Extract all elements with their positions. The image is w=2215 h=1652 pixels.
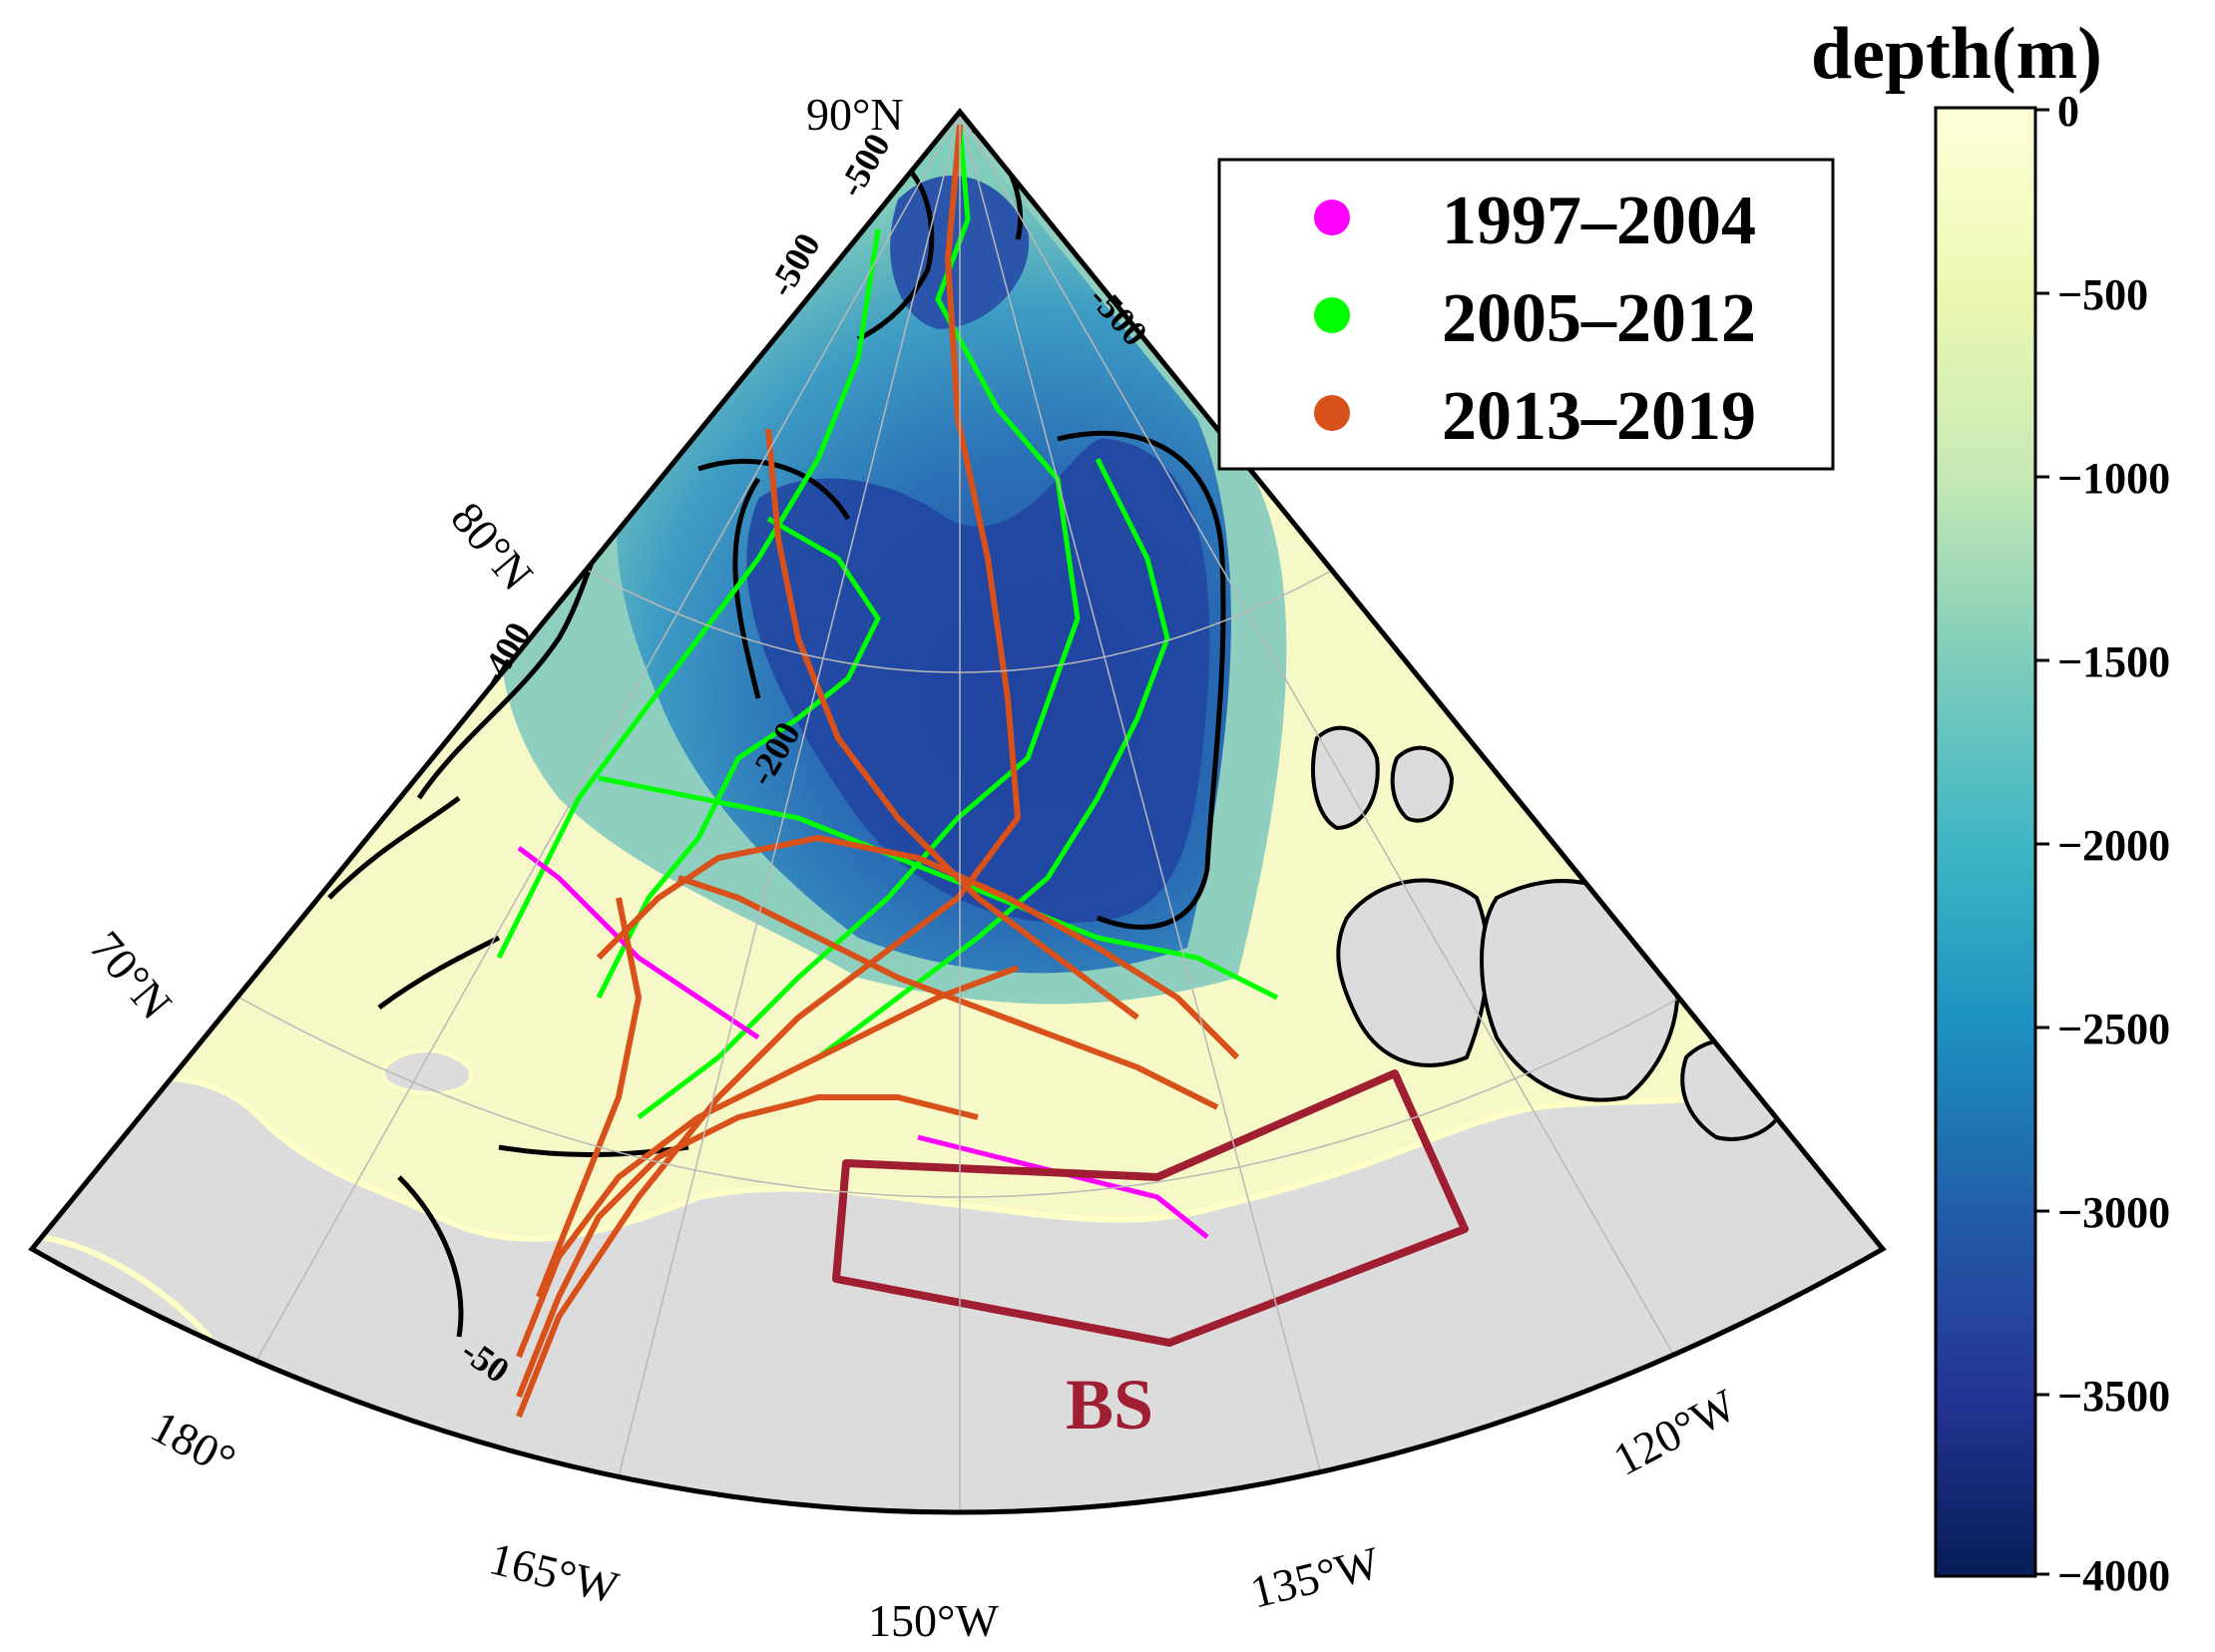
legend-marker-1997-2004 [1314,200,1350,235]
colorbar-tick-labels: 0 −500 −1000 −1500 −2000 −2500 −3000 −35… [2057,87,2170,1600]
colorbar-tick-4000: −4000 [2057,1551,2170,1600]
obs-tracks-2005-2012 [496,124,1279,1119]
graticule [238,112,1687,1512]
contour-500-line [697,430,1226,930]
colorbar-tick-2000: −2000 [2057,821,2170,870]
legend-item-1997-2004: 1997–2004 [1314,183,1756,259]
lon-label-180: 180° [143,1401,243,1486]
legend-item-2005-2012: 2005–2012 [1314,280,1756,357]
colorbar-gradient [1934,106,2037,1578]
legend-label-1997-2004: 1997–2004 [1442,183,1756,259]
lon-label-165w: 165°W [485,1532,625,1613]
legend: 1997–2004 2005–2012 2013–2019 [1217,158,1835,471]
colorbar-tick-1500: −1500 [2057,637,2170,686]
legend-marker-2013-2019 [1314,395,1350,431]
colorbar-tick-2500: −2500 [2057,1005,2170,1053]
legend-label-2013-2019: 2013–2019 [1442,378,1756,455]
banks-island [1336,878,1490,1067]
colorbar-tick-3500: −3500 [2057,1372,2170,1421]
lat-label-80n: 80°N [441,493,543,601]
lon-label-120w: 120°W [1605,1379,1745,1485]
legend-marker-2005-2012 [1314,297,1350,333]
arctic-archipelago [1680,1037,1790,1141]
bs-region-outline [832,1069,1469,1347]
longitude-labels: 180° 165°W 150°W 135°W 120°W [143,1379,1744,1646]
lon-label-135w: 135°W [1245,1536,1385,1617]
legend-label-2005-2012: 2005–2012 [1442,280,1756,357]
lat-label-90n: 90°N [806,89,904,140]
colorbar-tick-3000: −3000 [2057,1188,2170,1237]
colorbar-ticks [2035,108,2049,1576]
colorbar: depth(m) 0 −500 −1000 −1500 −2000 −2500 … [1811,13,2170,1600]
map-frame [28,108,1887,1515]
colorbar-title: depth(m) [1811,13,2102,95]
lon-label-150w: 150°W [868,1595,999,1646]
lat-label-70n: 70°N [80,922,182,1030]
colorbar-tick-1000: −1000 [2057,454,2170,503]
legend-item-2013-2019: 2013–2019 [1314,378,1756,455]
obs-tracks-2013-2019 [516,124,1240,1419]
wrangel-island [381,1048,473,1096]
contour-50-line [397,1144,689,1338]
colorbar-tick-500: −500 [2057,270,2148,319]
alaska-land [32,1074,1883,1512]
region-label-bs: BS [1066,1365,1153,1445]
colorbar-tick-0: 0 [2057,87,2079,136]
melville-islands [1311,725,1455,831]
